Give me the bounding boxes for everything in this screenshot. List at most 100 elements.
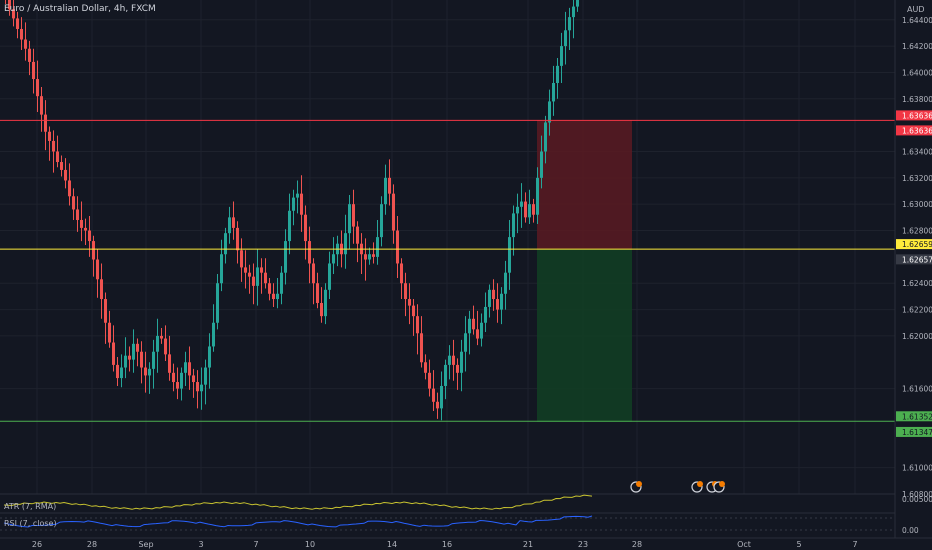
price-tick-label: 1.60800 [902,490,932,499]
candle-body [140,351,143,368]
price-axis-bg [895,0,932,550]
price-tick-label: 1.64400 [902,16,932,25]
candle-body [108,322,111,343]
time-tick-label: 21 [523,540,533,549]
time-tick-label: 28 [87,540,97,549]
candle-body [296,193,299,198]
candle-body [200,384,203,392]
candle-body [260,267,263,273]
candle-body [576,0,579,7]
price-label: 1.62659 [902,240,932,249]
candle-body [504,272,507,294]
price-label: 1.63636 [902,126,932,135]
candle-body [396,230,399,264]
time-tick-label: 23 [578,540,588,549]
time-tick-label: Oct [737,540,751,549]
candle-body [344,233,347,255]
candle-body [160,335,163,339]
price-tick-label: 1.62000 [902,332,932,341]
price-tick-label: 1.61000 [902,464,932,473]
position-zones [537,120,632,422]
candle-body [184,362,187,373]
candle-body [312,263,315,284]
candle-body [320,302,323,317]
price-tick-label: 1.62800 [902,227,932,236]
candle-body [408,299,411,306]
chart-title: Euro / Australian Dollar, 4h, FXCM [4,4,156,14]
price-label: 1.61352 [902,412,932,421]
candle-body [572,6,575,18]
candle-body [524,201,527,218]
candle-body [324,289,327,317]
candle-body [204,367,207,385]
event-markers[interactable] [630,481,725,493]
candle-body [488,289,491,307]
candle-body [212,322,215,347]
candle-body [384,177,387,205]
candle-body [472,318,475,330]
candle-body [236,227,239,251]
candle-body [248,272,251,277]
candle-body [292,197,295,211]
candle-body [500,293,503,310]
candle-body [392,193,395,231]
candle-body [168,354,171,373]
rsi-pane [0,512,895,531]
candle-body [268,283,271,294]
candle-body [272,293,275,300]
candle-body [52,140,55,152]
candles [5,0,579,421]
candle-body [60,162,63,170]
candle-body [412,305,415,317]
price-label-box [896,254,932,265]
candle-body [48,131,51,141]
candle-body [516,206,519,214]
time-tick-label: 3 [198,540,203,549]
price-label-box [896,239,932,250]
candle-body [68,180,71,197]
candle-body [352,204,355,227]
candle-body [136,343,139,352]
candle-body [332,254,335,264]
candle-body [280,272,283,294]
atr-pane [0,493,895,510]
candle-body [164,338,167,355]
candle-body [496,299,499,310]
candle-body [512,213,515,238]
price-tick-label: 1.62400 [902,279,932,288]
candle-body [556,65,559,83]
candle-body [464,333,467,352]
candle-body [224,233,227,255]
candle-body [208,346,211,368]
price-label-box [896,110,932,121]
time-axis[interactable]: 26 28 Sep 3 7 10 14 16 21 23 28 Oct 5 7 [0,537,932,549]
candle-body [484,306,487,323]
horizontal-levels [0,119,895,422]
atr-line [3,494,593,510]
candle-body [560,46,563,66]
candle-body [12,9,15,19]
candle-body [44,114,47,132]
candle-body [432,388,435,402]
candle-body [416,316,419,334]
candle-body [132,343,135,360]
candle-body [20,28,23,40]
price-tick-label: 1.63400 [902,147,932,156]
price-label: 1.61347 [902,428,932,437]
candle-body [536,177,539,215]
candle-body [180,372,183,389]
event-dot-icon [636,481,642,487]
candle-body [372,254,375,257]
candle-body [532,204,535,215]
candle-body [96,259,99,280]
price-axis[interactable]: AUD 1.64400 1.64200 1.64000 1.63800 1.63400 1.… [894,0,932,550]
rsi-line [3,515,593,528]
candle-body [76,209,79,220]
candle-body [388,177,391,194]
candle-body [404,283,407,300]
candle-body [564,30,567,47]
candle-body [348,204,351,234]
candle-body [148,368,151,376]
candle-body [92,241,95,260]
